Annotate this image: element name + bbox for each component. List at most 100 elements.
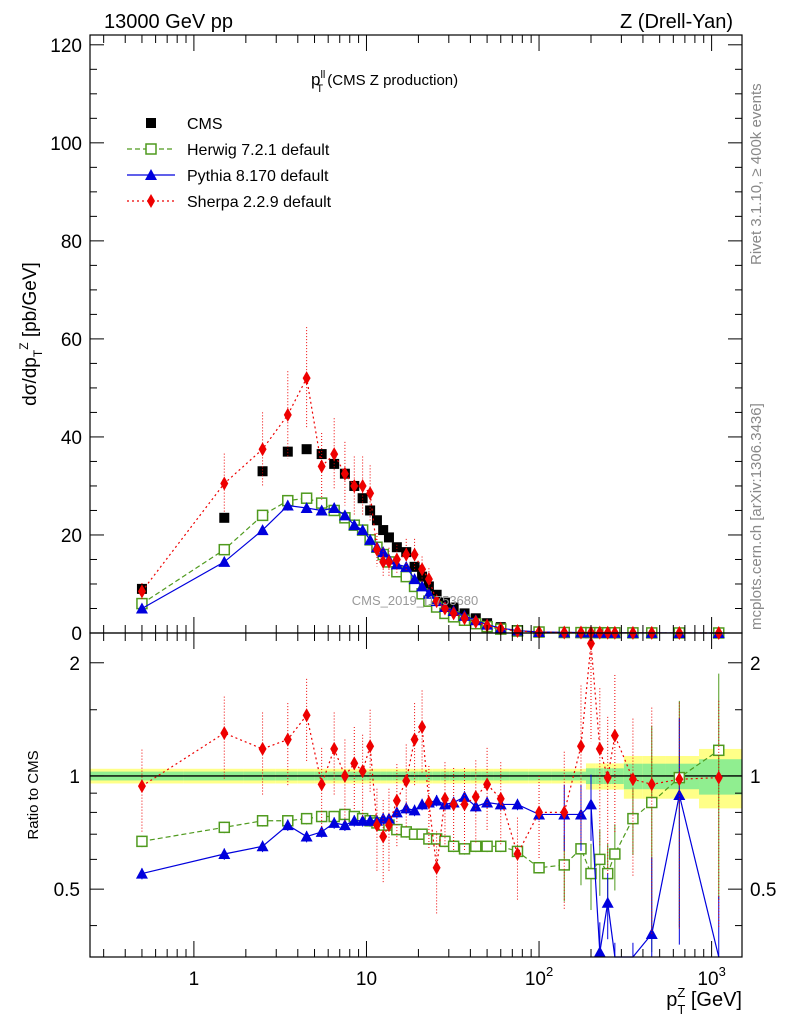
- sherpa-ratio-point: [350, 756, 359, 771]
- sherpa-point: [220, 476, 229, 491]
- cms-point: [282, 446, 293, 457]
- pythia-ratio-point: [338, 819, 351, 831]
- sherpa-point: [372, 542, 381, 557]
- sherpa-ratio-point: [220, 726, 229, 741]
- x-tick-label-base: 10: [525, 969, 546, 990]
- pythia-ratio-point: [390, 806, 403, 818]
- pythia-ratio-point: [348, 814, 361, 826]
- sherpa-ratio-point: [424, 795, 433, 810]
- sherpa-point: [330, 447, 339, 462]
- sherpa-ratio-point: [560, 805, 569, 820]
- sherpa-point: [379, 554, 388, 569]
- sherpa-point: [317, 459, 326, 474]
- herwig-ratio-point: [481, 840, 493, 853]
- herwig-ratio-point: [391, 823, 403, 836]
- cms-point: [417, 571, 428, 582]
- x-tick-label-base: 10: [697, 969, 718, 990]
- main-y-tick-label: 100: [50, 134, 82, 155]
- sherpa-ratio-point: [714, 770, 723, 785]
- main-y-tick-label: 20: [61, 526, 82, 547]
- herwig-ratio-point: [458, 843, 471, 855]
- sherpa-point: [392, 552, 401, 567]
- sherpa-point: [137, 584, 146, 599]
- sherpa-point: [460, 611, 469, 626]
- legend-marker-sherpa: [147, 194, 155, 208]
- sherpa-point: [513, 624, 522, 639]
- pythia-point: [218, 555, 231, 567]
- sherpa-ratio-point: [317, 777, 326, 792]
- legend: CMS Herwig 7.2.1 default Pythia 8.170 defa…: [127, 116, 332, 211]
- ratio-y-tick-label: 1: [69, 767, 80, 788]
- plot-title-sub: T: [316, 83, 323, 95]
- main-y-tick-label: 120: [50, 36, 82, 57]
- x-axis-label: pTZ [GeV]: [666, 985, 742, 1017]
- legend-marker-cms: [146, 118, 156, 128]
- sherpa-ratio-point: [496, 791, 505, 806]
- herwig-point: [256, 509, 269, 522]
- pythia-ratio-point: [408, 804, 421, 816]
- herwig-ratio-point: [533, 862, 545, 874]
- pythia-point: [356, 524, 369, 536]
- legend-label-cms: CMS: [187, 116, 223, 133]
- sherpa-ratio-point: [483, 777, 492, 792]
- sherpa-ratio-point: [449, 797, 458, 812]
- sherpa-ratio-point: [137, 779, 146, 794]
- sherpa-ratio-line: [141, 643, 719, 868]
- ratio-y-tick-label-right: 2: [750, 654, 761, 675]
- x-tick-label: 102: [525, 964, 553, 990]
- sherpa-ratio-point: [384, 818, 393, 833]
- herwig-ratio-point: [594, 853, 606, 866]
- cms-point: [378, 525, 389, 536]
- sherpa-point: [440, 601, 449, 616]
- ratio-y-tick-label: 0.5: [54, 880, 80, 901]
- legend-marker-pythia: [145, 169, 157, 180]
- main-y-axis-label: dσ/dpTZ [pb/GeV]: [17, 262, 45, 406]
- pythia-point: [338, 509, 351, 521]
- pythia-ratio-point: [458, 790, 471, 802]
- sherpa-ratio-point: [628, 772, 637, 787]
- legend-label-herwig: Herwig 7.2.1 default: [187, 142, 330, 159]
- legend-marker-herwig: [145, 143, 157, 155]
- sherpa-point: [424, 572, 433, 587]
- sherpa-ratio-point: [460, 797, 469, 812]
- pythia-point: [328, 502, 341, 514]
- pythia-point: [300, 502, 313, 514]
- x-tick-label-exp: 3: [719, 964, 726, 979]
- sherpa-ratio-point: [340, 768, 349, 783]
- herwig-ratio-point: [470, 840, 482, 853]
- pythia-ratio-point: [430, 794, 443, 806]
- pythia-point: [422, 587, 435, 599]
- plot-title-rest: (CMS Z production): [323, 72, 458, 89]
- rivet-label: Rivet 3.1.10, ≥ 400k events: [748, 83, 765, 265]
- sherpa-ratio-point: [586, 636, 595, 651]
- sherpa-point: [366, 486, 375, 501]
- sherpa-ratio-point: [410, 732, 419, 747]
- pythia-point: [315, 504, 328, 516]
- sherpa-point: [350, 478, 359, 493]
- sherpa-ratio-point: [440, 791, 449, 806]
- pythia-ratio-point: [281, 819, 294, 831]
- pythia-ratio-point: [673, 788, 686, 800]
- x-tick-label: 10: [356, 969, 377, 990]
- ratio-y-tick-label: 2: [69, 654, 80, 675]
- herwig-ratio-point: [585, 867, 597, 880]
- main-axes: 0 20 40 60 80 100 120: [50, 35, 742, 645]
- sherpa-point: [449, 606, 458, 621]
- sherpa-ratio-point: [471, 789, 480, 804]
- sherpa-ratio-point: [576, 739, 585, 754]
- pythia-point: [416, 580, 429, 592]
- ratio-plot-content: [90, 633, 742, 958]
- pythia-line: [141, 504, 719, 634]
- sherpa-ratio-point: [283, 732, 292, 747]
- plot-title: pll T (CMS Z production): [311, 69, 458, 95]
- mcplots-label: mcplots.cern.ch [arXiv:1306.3436]: [748, 403, 765, 630]
- sherpa-point: [402, 547, 411, 562]
- pythia-ratio-point: [135, 867, 148, 879]
- sherpa-ratio-point: [535, 805, 544, 820]
- sherpa-point: [432, 594, 441, 609]
- watermark: CMS_2019_I1753680: [352, 593, 479, 608]
- sherpa-ratio-point: [418, 719, 427, 734]
